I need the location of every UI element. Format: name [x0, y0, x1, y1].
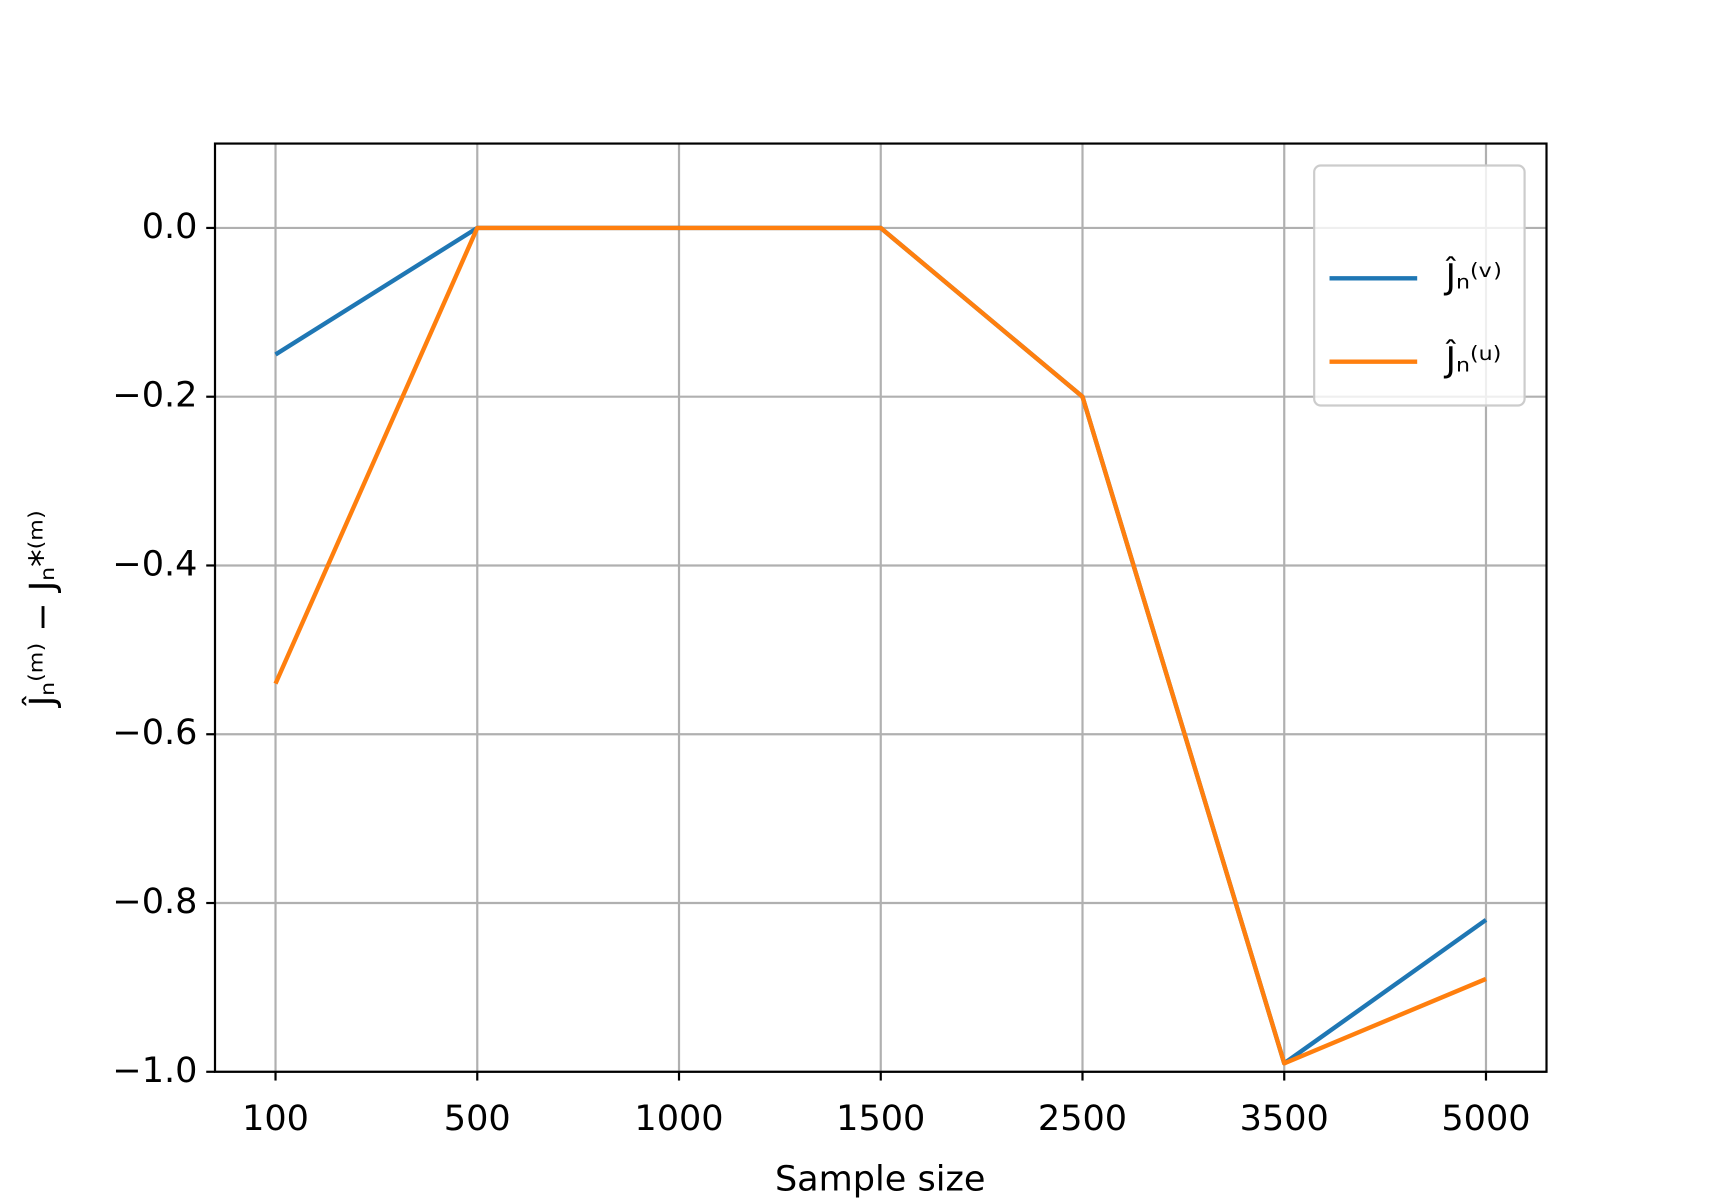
axes-frame — [213, 142, 1548, 1073]
y-tick-label: −0.4 — [112, 543, 197, 584]
x-tick-label: 100 — [242, 1098, 309, 1139]
x-tick-label: 5000 — [1441, 1098, 1530, 1139]
x-axis-label: Sample size — [775, 1158, 986, 1199]
legend: Ĵₙ⁽ᵛ⁾ Ĵₙ⁽ᵘ⁾ — [1313, 164, 1526, 407]
series-line — [273, 225, 1487, 1066]
x-tick-label: 1000 — [634, 1098, 723, 1139]
x-tick-label: 1500 — [836, 1098, 925, 1139]
grid — [214, 143, 1547, 1073]
y-tick-label: −0.6 — [112, 712, 197, 753]
legend-label: Ĵₙ⁽ᵛ⁾ — [1444, 254, 1502, 297]
x-tick-label: 500 — [444, 1098, 511, 1139]
x-tick-label: 2500 — [1038, 1098, 1127, 1139]
legend-label: Ĵₙ⁽ᵘ⁾ — [1444, 338, 1502, 381]
legend-box — [1313, 164, 1526, 407]
tick-labels: −1.0 −0.8 −0.6 −0.4 −0.2 0.0 100 500 1000 1500 250… — [112, 206, 1530, 1139]
plot-area — [273, 225, 1488, 1066]
x-tick-label: 3500 — [1240, 1098, 1329, 1139]
y-tick-label: −1.0 — [112, 1050, 197, 1091]
y-tick-label: −0.2 — [112, 375, 197, 416]
y-tick-label: −0.8 — [112, 881, 197, 922]
y-axis-label: Ĵₙ⁽ᵐ⁾ − Jₙ*⁽ᵐ⁾ — [20, 510, 63, 708]
y-tick-label: 0.0 — [142, 206, 198, 247]
